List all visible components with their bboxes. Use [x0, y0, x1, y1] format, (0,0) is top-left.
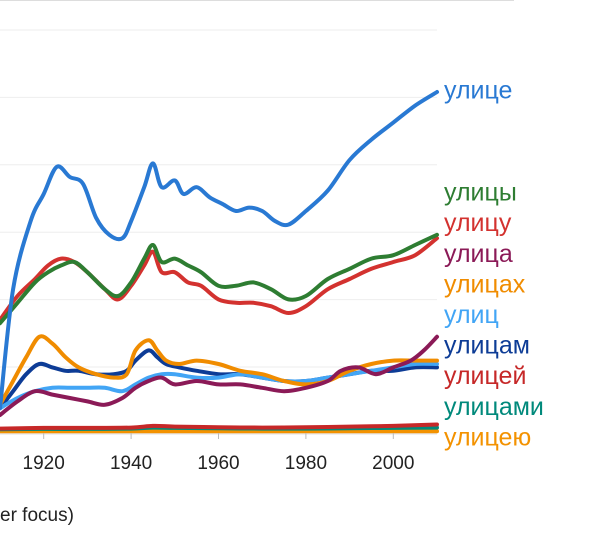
x-tick-label: 1980 [285, 453, 327, 474]
series-line-улицу[interactable] [0, 236, 439, 322]
series-line-улиц[interactable] [0, 361, 439, 411]
series-line-улица[interactable] [0, 334, 439, 417]
x-tick-label: 1960 [197, 453, 239, 474]
legend-label-улицами[interactable]: улицами [444, 393, 544, 421]
series-line-улице[interactable] [0, 90, 439, 411]
legend-label-улицу[interactable]: улицу [444, 209, 512, 237]
series-line-улицы[interactable] [0, 232, 439, 326]
legend-label-улиц[interactable]: улиц [444, 301, 499, 329]
x-axis-ticks: 1920 1940 1960 1980 2000 [23, 433, 414, 474]
series-line-улицах[interactable] [0, 334, 439, 407]
series-line-улицей[interactable] [0, 422, 439, 431]
x-tick-label: 1920 [23, 453, 65, 474]
legend-label-улицей[interactable]: улицей [444, 362, 526, 390]
series-lines [0, 90, 439, 434]
legend-label-улице[interactable]: улице [444, 77, 512, 105]
axis-caption: er focus) [0, 505, 74, 526]
legend: улицеулицыулицуулицаулицахулицулицамулиц… [444, 77, 544, 452]
top-border [0, 0, 514, 1]
x-tick-label: 1940 [110, 453, 152, 474]
x-tick-label: 2000 [372, 453, 414, 474]
legend-label-улицы[interactable]: улицы [444, 179, 517, 207]
legend-label-улица[interactable]: улица [444, 240, 513, 268]
legend-label-улицею[interactable]: улицею [444, 423, 531, 451]
legend-label-улицам[interactable]: улицам [444, 332, 530, 360]
legend-label-улицах[interactable]: улицах [444, 270, 526, 298]
